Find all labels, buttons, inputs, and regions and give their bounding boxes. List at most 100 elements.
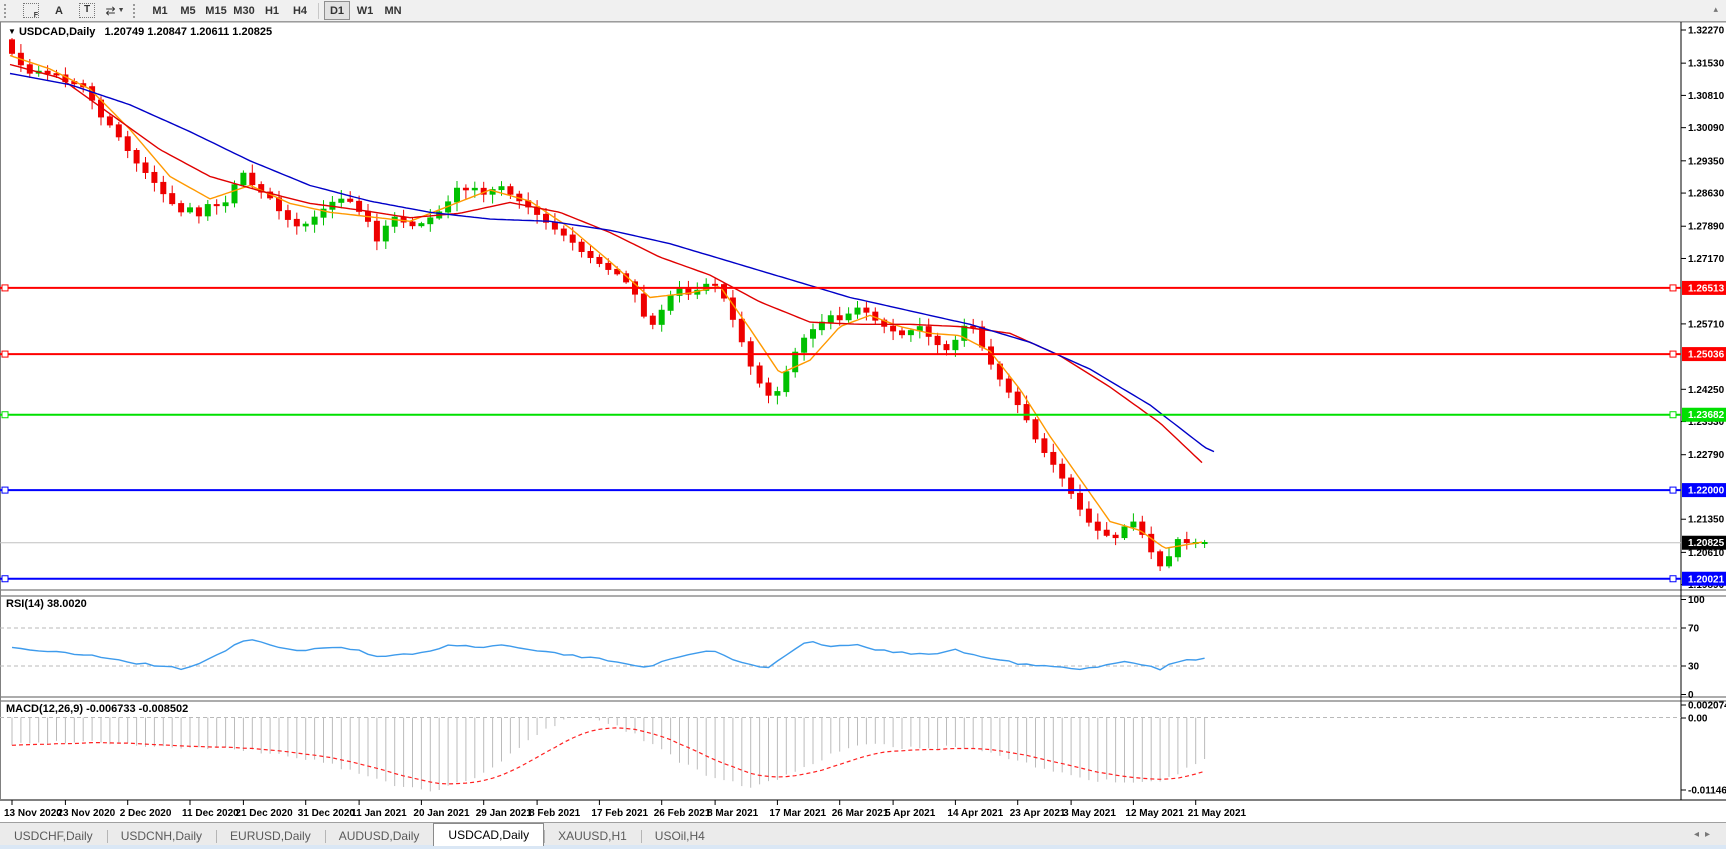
rsi-pane: 100 70 30 0	[0, 595, 1705, 701]
svg-text:12 May 2021: 12 May 2021	[1125, 808, 1184, 819]
svg-text:11 Jan 2021: 11 Jan 2021	[351, 808, 407, 819]
bottom-tab-usoil[interactable]: USOil,H4	[640, 826, 719, 846]
svg-text:0: 0	[1688, 690, 1694, 701]
macd-indicator-label: MACD(12,26,9) -0.006733 -0.008502	[6, 703, 189, 715]
chart-tab-bar: USDCHF,Daily USDCNH,Daily EURUSD,Daily AUDU…	[0, 822, 1726, 846]
text-label-tool-button[interactable]: T	[74, 1, 100, 20]
svg-text:23 Nov 2020: 23 Nov 2020	[57, 808, 115, 819]
svg-text:8 Feb 2021: 8 Feb 2021	[529, 808, 581, 819]
timeframe-button-m30[interactable]: M30	[233, 4, 255, 17]
svg-text:0.002074: 0.002074	[1688, 701, 1726, 712]
svg-text:29 Jan 2021: 29 Jan 2021	[476, 808, 533, 819]
horizontal-level-lines[interactable]: 1.26513 1.25036 1.23682 1.22000 1.20021	[0, 280, 1726, 586]
bottom-tab-xauusd[interactable]: XAUUSD,H1	[544, 826, 641, 846]
svg-text:21 Dec 2020: 21 Dec 2020	[235, 808, 293, 819]
bid-price-label: 1.20825	[1682, 535, 1726, 550]
text-tool-icon: T	[79, 3, 95, 18]
ma-fast-line	[9, 54, 1203, 549]
svg-text:3 May 2021: 3 May 2021	[1063, 808, 1116, 819]
svg-text:1.27170: 1.27170	[1688, 254, 1725, 265]
top-toolbar: F A T ⇄ ▼ M1 M5 M15 M30 H1 H4 D1 W1 MN ▴	[0, 0, 1726, 22]
svg-text:2 Dec 2020: 2 Dec 2020	[120, 808, 172, 819]
svg-text:1.20021: 1.20021	[1688, 574, 1725, 585]
timeframe-button-mn[interactable]: MN	[384, 4, 402, 17]
svg-text:20 Jan 2021: 20 Jan 2021	[413, 808, 470, 819]
toolbar-grip[interactable]	[4, 3, 11, 18]
grid-f-label: F	[33, 12, 38, 19]
tab-scroll-arrows[interactable]: ◂▸	[1693, 829, 1716, 840]
svg-text:1.23530: 1.23530	[1688, 417, 1725, 428]
svg-text:11 Dec 2020: 11 Dec 2020	[182, 808, 239, 819]
ma-slow-line	[9, 72, 1215, 453]
bottom-tab-eurusd[interactable]: EURUSD,Daily	[216, 826, 325, 846]
svg-text:1.32270: 1.32270	[1688, 26, 1725, 37]
rsi-line	[11, 639, 1205, 671]
svg-text:5 Apr 2021: 5 Apr 2021	[885, 808, 936, 819]
chart-canvas: 1.32270 1.31530 1.30810 1.30090 1.29350 1.286…	[0, 21, 1726, 819]
svg-text:26 Feb 2021: 26 Feb 2021	[654, 808, 711, 819]
grid-f-icon[interactable]: F	[18, 1, 44, 20]
macd-histogram	[11, 717, 1206, 792]
svg-text:13 Nov 2020: 13 Nov 2020	[4, 808, 62, 819]
drawing-tools-dropdown[interactable]: ⇄ ▼	[102, 1, 128, 20]
ma-mid-line	[9, 63, 1203, 464]
toolbar-overflow-icon[interactable]: ▴	[1713, 4, 1718, 14]
svg-text:26 Mar 2021: 26 Mar 2021	[832, 808, 889, 819]
chart-symbol: USDCAD,Daily	[18, 26, 96, 38]
svg-text:1.22790: 1.22790	[1688, 450, 1725, 461]
svg-text:17 Feb 2021: 17 Feb 2021	[591, 808, 648, 819]
svg-text:1.27890: 1.27890	[1688, 222, 1725, 233]
rsi-indicator-label: RSI(14) 38.0020	[6, 598, 87, 610]
timeframe-button-h1[interactable]: H1	[264, 4, 280, 17]
toolbar-separator	[318, 2, 319, 19]
timeframe-button-m15[interactable]: M15	[205, 4, 227, 17]
svg-text:1.22000: 1.22000	[1688, 486, 1725, 497]
bottom-tab-usdcnh[interactable]: USDCNH,Daily	[106, 826, 216, 846]
svg-text:1.23682: 1.23682	[1688, 410, 1725, 421]
svg-text:-0.011462: -0.011462	[1688, 786, 1726, 797]
svg-text:0.00: 0.00	[1688, 714, 1708, 725]
svg-text:1.21350: 1.21350	[1688, 515, 1725, 526]
svg-text:1.30810: 1.30810	[1688, 91, 1725, 102]
svg-text:1.31530: 1.31530	[1688, 59, 1725, 70]
svg-text:14 Apr 2021: 14 Apr 2021	[947, 808, 1003, 819]
svg-text:1.20610: 1.20610	[1688, 548, 1725, 559]
toolbar-grip-2[interactable]	[133, 3, 140, 18]
timeframe-button-d1[interactable]: D1	[324, 1, 350, 20]
timeframe-button-group: M1 M5 M15 M30 H1 H4 D1 W1 MN	[146, 1, 407, 20]
price-axis: 1.32270 1.31530 1.30810 1.30090 1.29350 1.286…	[1681, 26, 1725, 591]
chart-title[interactable]: ▼ USDCAD,Daily 1.20749 1.20847 1.20611 1…	[8, 26, 272, 38]
svg-text:17 Mar 2021: 17 Mar 2021	[769, 808, 826, 819]
bottom-tab-usdchf[interactable]: USDCHF,Daily	[14, 829, 93, 843]
timeframe-button-h4[interactable]: H4	[292, 4, 308, 17]
chart-ohlc-values: 1.20749 1.20847 1.20611 1.20825	[104, 26, 273, 38]
pane-borders	[0, 21, 1726, 801]
svg-text:1.20825: 1.20825	[1688, 538, 1725, 549]
svg-text:31 Dec 2020: 31 Dec 2020	[298, 808, 356, 819]
svg-text:1.28630: 1.28630	[1688, 189, 1725, 200]
svg-text:100: 100	[1688, 595, 1705, 606]
font-tool-button[interactable]: A	[55, 4, 63, 17]
svg-text:1.25710: 1.25710	[1688, 319, 1725, 330]
dashed-grid-icon: F	[23, 3, 39, 19]
bottom-tab-usdcad[interactable]: USDCAD,Daily	[433, 823, 545, 846]
svg-text:1.24250: 1.24250	[1688, 385, 1725, 396]
text-tool-letter: T	[83, 4, 91, 15]
bottom-strip	[0, 845, 1726, 849]
svg-text:1.25036: 1.25036	[1688, 350, 1725, 361]
timeframe-button-m5[interactable]: M5	[180, 4, 196, 17]
chevron-down-icon: ▼	[117, 7, 125, 14]
svg-text:23 Apr 2021: 23 Apr 2021	[1010, 808, 1066, 819]
bottom-tab-audusd[interactable]: AUDUSD,Daily	[324, 826, 434, 846]
timeframe-button-m1[interactable]: M1	[152, 4, 168, 17]
symbol-dropdown-icon[interactable]: ▼	[8, 27, 16, 36]
svg-text:8 Mar 2021: 8 Mar 2021	[707, 808, 759, 819]
svg-text:1.30090: 1.30090	[1688, 123, 1725, 134]
arrows-icon: ⇄	[105, 3, 116, 18]
svg-text:1.29350: 1.29350	[1688, 156, 1725, 167]
timeframe-button-w1[interactable]: W1	[356, 4, 374, 17]
svg-text:1.26513: 1.26513	[1688, 283, 1725, 294]
svg-text:30: 30	[1688, 662, 1700, 673]
